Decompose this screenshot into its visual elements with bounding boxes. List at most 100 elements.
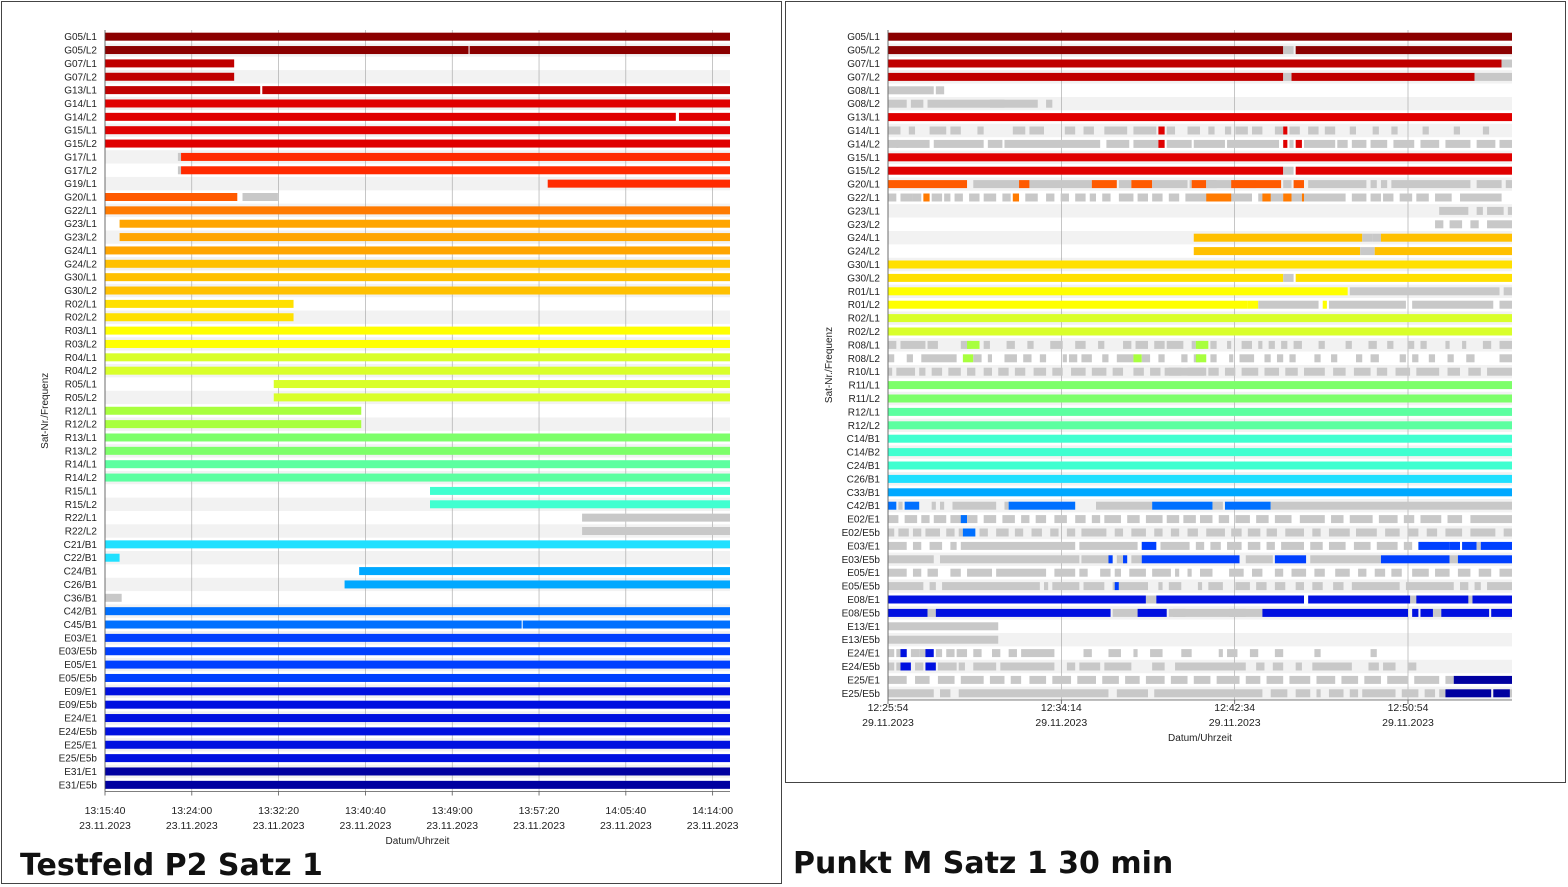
signal-bar: [1295, 139, 1302, 148]
signal-bar: [1002, 193, 1011, 202]
signal-bar: [1310, 541, 1323, 550]
signal-bar: [1077, 675, 1096, 684]
signal-bar: [1470, 220, 1479, 229]
signal-bar: [912, 193, 922, 202]
signal-bar: [989, 99, 1038, 108]
signal-bar: [927, 568, 938, 577]
signal-bar: [1206, 528, 1225, 537]
signal-bar: [430, 486, 730, 495]
y-tick-label: G08/L1: [847, 86, 880, 97]
signal-bar: [1289, 354, 1296, 363]
signal-bar: [1460, 582, 1469, 591]
signal-bar: [1008, 649, 1017, 658]
signal-bar: [1206, 193, 1242, 202]
signal-bar: [1187, 126, 1200, 135]
x-tick-date: 23.11.2023: [340, 820, 392, 832]
satellite-tracking-chart-right: G05/L1 G05/L2 G07/L1 G07/L2 G08/L1 G08/L2 G13/…: [824, 30, 1512, 744]
signal-bar: [1372, 233, 1381, 242]
signal-bar: [105, 687, 730, 696]
y-tick-label: G24/L1: [64, 246, 97, 257]
signal-bar: [1395, 367, 1411, 376]
signal-bar: [940, 555, 1080, 564]
signal-bar: [888, 582, 924, 591]
signal-bar: [1289, 675, 1311, 684]
signal-bar: [1283, 166, 1294, 175]
signal-bar: [1289, 126, 1300, 135]
x-tick-time: 13:57:20: [519, 805, 560, 817]
signal-bar: [946, 528, 955, 537]
y-tick-label: R08/L1: [848, 340, 881, 351]
y-tick-label: E09/E5b: [59, 700, 98, 711]
signal-bar: [1166, 340, 1184, 349]
signal-bar: [1200, 568, 1213, 577]
signal-bar: [1010, 675, 1022, 684]
signal-bar: [1356, 354, 1363, 363]
signal-bar: [888, 354, 895, 363]
signal-bar: [547, 179, 730, 188]
signal-bar: [1118, 180, 1132, 189]
y-tick-label: G24/L1: [847, 233, 880, 244]
signal-bar: [1256, 515, 1269, 524]
y-tick-label: G22/L1: [64, 206, 97, 217]
x-tick-date: 29.11.2023: [862, 717, 914, 729]
signal-bar: [1154, 340, 1165, 349]
signal-bar: [1364, 675, 1381, 684]
y-tick-label: R13/L2: [65, 446, 98, 457]
y-tick-label: E05/E1: [64, 660, 97, 671]
signal-bar: [177, 152, 182, 161]
signal-bar: [1052, 367, 1063, 376]
signal-bar: [1408, 528, 1419, 537]
signal-bar: [925, 662, 936, 671]
y-tick-label: E08/E1: [847, 595, 880, 606]
signal-bar: [1112, 608, 1140, 617]
signal-bar: [1229, 568, 1244, 577]
signal-bar: [1137, 193, 1148, 202]
signal-bar: [105, 326, 730, 335]
signal-bar: [1403, 541, 1413, 550]
y-tick-label: C33/B1: [847, 488, 881, 499]
signal-bar: [1491, 608, 1512, 617]
chart-panel-left: G05/L1 G05/L2 G07/L1 G07/L2 G13/L1 G14/L1 G14/…: [1, 1, 782, 884]
x-tick-date: 29.11.2023: [1035, 717, 1087, 729]
signal-bar: [1349, 126, 1356, 135]
y-tick-label: R02/L1: [65, 299, 98, 310]
signal-bar: [1468, 595, 1473, 604]
signal-bar: [937, 675, 955, 684]
signal-bar: [1410, 595, 1417, 604]
signal-bar: [1295, 689, 1311, 698]
signal-bar: [1029, 126, 1044, 135]
signal-bar: [1368, 340, 1377, 349]
signal-bar: [1499, 568, 1512, 577]
signal-bar: [1175, 662, 1246, 671]
signal-bar: [1331, 515, 1344, 524]
signal-bar: [929, 541, 943, 550]
signal-bar: [1314, 354, 1321, 363]
signal-bar: [1133, 139, 1159, 148]
signal-bar: [1333, 367, 1346, 376]
y-tick-label: G20/L1: [64, 193, 97, 204]
signal-bar: [1025, 193, 1038, 202]
signal-bar: [105, 633, 730, 642]
signal-bar: [105, 700, 730, 709]
y-tick-label: G08/L2: [847, 99, 880, 110]
signal-bar: [1370, 139, 1388, 148]
y-tick-label: E25/E1: [64, 740, 97, 751]
y-tick-label: C36/B1: [64, 593, 98, 604]
signal-bar: [888, 474, 1512, 483]
signal-bar: [1349, 287, 1500, 296]
signal-bar: [973, 354, 982, 363]
signal-bar: [1187, 528, 1198, 537]
y-tick-label: E05/E1: [847, 568, 880, 579]
signal-bar: [1152, 180, 1188, 189]
signal-bar: [1021, 649, 1055, 658]
y-tick-label: E03/E5b: [59, 647, 98, 658]
signal-bar: [1029, 180, 1092, 189]
x-tick-date: 23.11.2023: [79, 820, 131, 832]
signal-bar: [950, 126, 961, 135]
y-tick-label: R03/L1: [65, 326, 98, 337]
signal-bar: [888, 327, 1512, 336]
signal-bar: [119, 233, 731, 242]
signal-bar: [1360, 247, 1375, 256]
signal-bar: [1405, 582, 1454, 591]
signal-bar: [1466, 354, 1475, 363]
